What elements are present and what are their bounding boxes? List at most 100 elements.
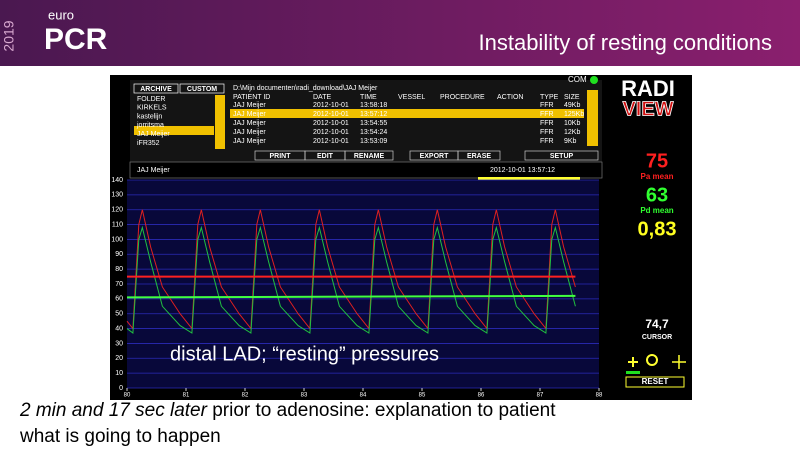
folder: FOLDER [137, 96, 165, 103]
y-tick-label: 10 [115, 370, 123, 377]
y-tick-label: 0 [119, 385, 123, 392]
y-tick-label: 20 [115, 355, 123, 362]
status: COM [568, 75, 587, 84]
cell: 125Kb [564, 111, 584, 118]
indicator [626, 371, 640, 374]
brand: PCR [44, 23, 108, 56]
button-label[interactable]: EXPORT [420, 153, 450, 160]
button[interactable] [457, 150, 501, 161]
folder: jorritsma [136, 122, 164, 129]
row-selected [230, 109, 584, 118]
caption-italic: 2 min and 17 sec later [19, 400, 208, 421]
pd-value: 63 [646, 184, 668, 206]
x-tick-label: 85 [419, 393, 426, 399]
y-tick-label: 50 [115, 311, 123, 318]
cell: FFR [540, 138, 554, 145]
folder: JAJ Meijer [137, 131, 170, 138]
cell: 9Kb [564, 138, 577, 145]
patient: JAJ Meijer [137, 167, 170, 174]
column-header: PATIENT ID [233, 94, 270, 101]
cell: JAJ Meijer [233, 120, 266, 127]
y-tick-label: 120 [111, 207, 123, 214]
trace [126, 294, 576, 299]
cell: 13:58:18 [360, 102, 387, 109]
button-label[interactable]: ERASE [467, 153, 491, 160]
timestamp: 2012-10-01 13:57:12 [490, 167, 555, 174]
folder: kastelijn [137, 113, 162, 120]
column-header: PROCEDURE [440, 94, 485, 101]
button-label[interactable]: EDIT [317, 153, 334, 160]
cell: 2012-10-01 [313, 120, 349, 127]
button-label[interactable]: SETUP [550, 153, 574, 160]
x-tick-label: 83 [301, 393, 308, 399]
y-tick-label: 30 [115, 340, 123, 347]
info-bar [129, 161, 603, 179]
trace [126, 209, 576, 330]
highlight-bar [478, 177, 580, 182]
cursor-value: 74,7 [645, 317, 669, 331]
x-tick-label: 81 [183, 393, 190, 399]
x-tick-label: 87 [537, 393, 544, 399]
x-tick-label: 82 [242, 393, 249, 399]
slide-title: Instability of resting conditions [479, 30, 773, 55]
y-tick-label: 140 [111, 177, 123, 184]
folder: iFR352 [137, 140, 160, 147]
trace [126, 225, 576, 334]
year: 2019 [1, 20, 17, 51]
column-header: ACTION [497, 94, 523, 101]
column-header: DATE [313, 94, 331, 101]
x-tick-label: 84 [360, 393, 367, 399]
cell: 2012-10-01 [313, 102, 349, 109]
cell: JAJ Meijer [233, 102, 266, 109]
button[interactable] [524, 150, 599, 161]
cell: 12Kb [564, 129, 580, 136]
cell: FFR [540, 111, 554, 118]
y-tick-label: 70 [115, 281, 123, 288]
folder: KIRKELS [137, 105, 167, 112]
button-label[interactable]: PRINT [270, 153, 292, 160]
reset-button[interactable] [625, 376, 685, 388]
cell: JAJ Meijer [233, 138, 266, 145]
y-tick-label: 80 [115, 266, 123, 273]
plot: 0 10 20 30 40 50 60 70 80 90 100 110 120 130 140 80 81 82… [111, 177, 603, 399]
status-led [590, 76, 598, 84]
column-header: VESSEL [398, 94, 425, 101]
caption-rest: prior to adenosine: explanation to patie… [207, 400, 556, 421]
cell: JAJ Meijer [233, 129, 266, 136]
button-label[interactable]: RENAME [354, 153, 385, 160]
overlay-text: distal LAD; “resting” pressures [170, 343, 439, 365]
folder-selected [134, 126, 214, 135]
y-tick-label: 40 [115, 325, 123, 332]
x-tick-label: 80 [124, 393, 131, 399]
icon-zoom [646, 354, 658, 366]
cell: FFR [540, 102, 554, 109]
tab-label: CUSTOM [187, 86, 217, 93]
scrollbar [215, 95, 225, 149]
cursor-label: CURSOR [642, 334, 672, 341]
cell: 2012-10-01 [313, 138, 349, 145]
ratio: 0,83 [638, 218, 677, 240]
cell: 13:57:12 [360, 111, 387, 118]
icon-move [672, 355, 686, 369]
cell: 13:54:24 [360, 129, 387, 136]
y-tick-label: 90 [115, 251, 123, 258]
cell: 13:53:09 [360, 138, 387, 145]
y-tick-label: 130 [111, 192, 123, 199]
reset-label[interactable]: RESET [642, 377, 669, 386]
column-header: SIZE [564, 94, 580, 101]
cell: 10Kb [564, 120, 580, 127]
logo-top: RADI [621, 76, 675, 101]
caption-line: 2 min and 17 sec later prior to adenosin… [19, 400, 556, 421]
x-tick-label: 88 [596, 393, 603, 399]
cell: 2012-10-01 [313, 111, 349, 118]
button[interactable] [344, 150, 394, 161]
header-band [0, 0, 800, 66]
y-tick-label: 60 [115, 296, 123, 303]
pd-label: Pd mean [640, 206, 673, 215]
column-header: TYPE [540, 94, 559, 101]
scrollbar [587, 90, 598, 146]
cell: FFR [540, 120, 554, 127]
icon-plus [628, 357, 638, 367]
tab [133, 83, 179, 94]
